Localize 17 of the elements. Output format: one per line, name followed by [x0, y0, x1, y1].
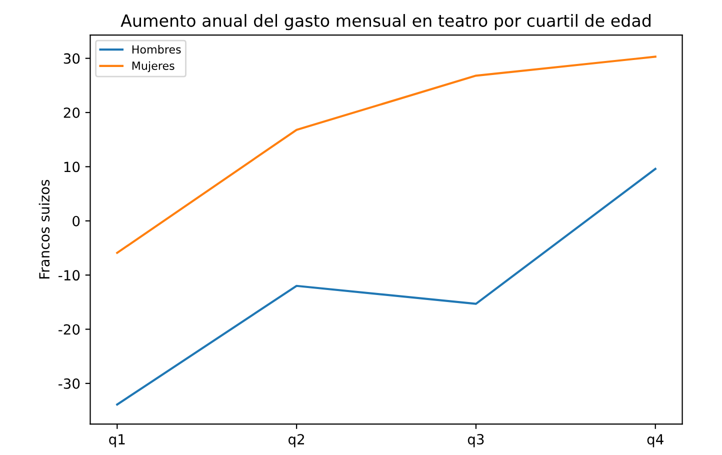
x-tick-label: q2: [288, 434, 304, 448]
x-tick-label: q4: [647, 434, 664, 448]
line-series: [116, 56, 656, 254]
y-tick-label: 10: [64, 162, 80, 172]
legend-label: Mujeres: [132, 61, 174, 72]
chart-title: Aumento anual del gasto mensual en teatro por cuartil de edad: [120, 14, 650, 30]
y-tick-label: -20: [58, 324, 80, 335]
y-tick-label: 20: [64, 107, 80, 118]
y-axis-title: Francos suizos: [38, 180, 50, 279]
y-tick-label: -10: [58, 270, 80, 281]
line-series: [116, 168, 656, 406]
x-tick-label: q3: [468, 434, 484, 448]
legend-label: Hombres: [132, 45, 181, 54]
y-tick-label: 0: [72, 216, 80, 226]
y-tick-label: -30: [58, 378, 80, 389]
y-tick-label: 30: [64, 53, 80, 64]
x-tick-label: q1: [109, 434, 125, 448]
